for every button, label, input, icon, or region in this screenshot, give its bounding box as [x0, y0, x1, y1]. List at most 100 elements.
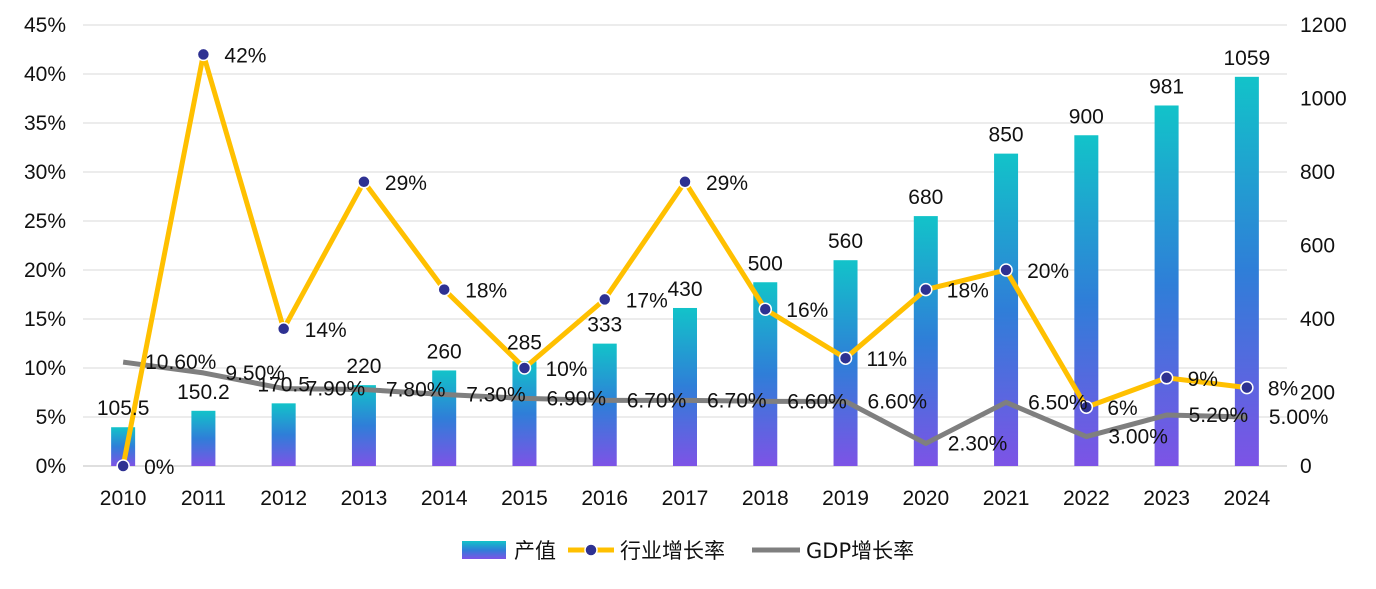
- industry-growth-point: [1240, 380, 1254, 395]
- bar-value-label: 850: [989, 124, 1024, 147]
- bar: [913, 216, 938, 466]
- bar-value-label: 150.2: [177, 381, 230, 404]
- bar: [271, 403, 296, 466]
- left-axis-tick-label: 0%: [36, 455, 66, 478]
- bar-value-label: 285: [507, 331, 542, 354]
- left-axis-tick-label: 30%: [24, 161, 66, 184]
- x-axis-tick-label: 2013: [341, 487, 388, 510]
- x-axis-tick-label: 2017: [662, 487, 709, 510]
- legend-label-industry: 行业增长率: [620, 539, 725, 563]
- industry-growth-label: 14%: [305, 319, 347, 342]
- industry-growth-point: [437, 282, 451, 297]
- bar-value-label: 900: [1069, 105, 1104, 128]
- x-axis-tick-label: 2023: [1143, 487, 1190, 510]
- right-axis-tick-label: 800: [1300, 161, 1335, 184]
- left-axis-tick-label: 5%: [36, 406, 66, 429]
- x-axis-tick-label: 2014: [421, 487, 468, 510]
- industry-growth-label: 29%: [385, 172, 427, 195]
- x-axis-tick-label: 2011: [181, 487, 226, 510]
- bar: [1234, 76, 1259, 466]
- x-axis-tick-label: 2012: [260, 487, 307, 510]
- bar: [1074, 135, 1099, 466]
- industry-growth-point: [1159, 371, 1174, 385]
- gdp-growth-label: 6.60%: [787, 390, 847, 413]
- gdp-growth-label: 2.30%: [948, 432, 1008, 455]
- bar-value-label: 500: [748, 252, 783, 275]
- industry-growth-label: 6%: [1107, 397, 1137, 420]
- left-axis-tick-label: 35%: [24, 112, 66, 135]
- right-axis-tick-label: 600: [1300, 235, 1335, 258]
- legend-swatch-output: [462, 541, 506, 559]
- industry-growth-point: [517, 361, 532, 375]
- industry-growth-point: [116, 459, 130, 473]
- bar-value-label: 170.5: [257, 373, 310, 396]
- bar-value-label: 680: [908, 186, 943, 209]
- left-axis-tick-label: 10%: [24, 357, 66, 380]
- bar-value-label: 560: [828, 230, 863, 253]
- legend-marker-industry: [584, 543, 598, 557]
- industry-growth-label: 18%: [947, 280, 989, 303]
- left-axis-tick-label: 15%: [24, 308, 66, 331]
- industry-growth-label: 0%: [144, 456, 174, 479]
- left-axis-tick-label: 25%: [24, 210, 66, 233]
- bar-value-label: 333: [587, 314, 622, 337]
- industry-growth-label: 20%: [1027, 260, 1069, 283]
- bar: [1154, 105, 1179, 467]
- gdp-growth-label: 5.20%: [1189, 404, 1249, 427]
- bar-series: [111, 76, 1259, 467]
- industry-growth-point: [678, 175, 692, 189]
- industry-growth-point: [999, 263, 1013, 277]
- x-axis-tick-label: 2020: [902, 487, 949, 510]
- gdp-growth-label: 6.50%: [1028, 391, 1088, 414]
- industry-growth-label: 16%: [786, 299, 828, 322]
- x-axis-tick-label: 2015: [501, 487, 548, 510]
- gdp-growth-label: 7.80%: [386, 379, 446, 402]
- bar-value-label: 1059: [1224, 47, 1271, 70]
- bar: [673, 307, 697, 466]
- bar: [994, 153, 1019, 466]
- gdp-growth-label: 10.60%: [145, 351, 216, 374]
- bar: [351, 385, 376, 466]
- industry-growth-label: 11%: [867, 348, 907, 371]
- right-axis-tick-label: 200: [1300, 382, 1335, 405]
- left-axis-tick-label: 45%: [24, 14, 66, 37]
- line-series: [116, 47, 1254, 473]
- bar-value-label: 220: [346, 355, 381, 378]
- bar: [592, 343, 617, 466]
- industry-growth-point: [597, 292, 612, 307]
- gdp-growth-label: 7.30%: [466, 383, 526, 406]
- industry-growth-label: 10%: [545, 358, 587, 381]
- legend-label-output: 产值: [514, 539, 556, 563]
- legend: 产值 行业增长率 GDP增长率: [462, 539, 914, 563]
- bar-value-label: 981: [1149, 75, 1184, 98]
- right-axis-tick-label: 1200: [1300, 14, 1347, 37]
- industry-growth-point: [196, 47, 211, 62]
- gdp-growth-label: 7.90%: [306, 378, 366, 401]
- right-axis-tick-label: 400: [1300, 308, 1335, 331]
- gdp-growth-label: 3.00%: [1108, 426, 1168, 449]
- right-axis-tick-label: 0: [1300, 455, 1312, 478]
- bar: [191, 410, 216, 466]
- x-axis-tick-label: 2019: [822, 487, 869, 510]
- gdp-growth-line: [122, 359, 1247, 446]
- bar: [432, 370, 457, 466]
- bar-value-label: 260: [427, 340, 462, 363]
- industry-growth-label: 18%: [465, 280, 507, 303]
- gdp-growth-label: 6.70%: [627, 389, 687, 412]
- bar-value-label: 430: [667, 278, 702, 301]
- gdp-growth-label: 6.60%: [868, 390, 928, 413]
- legend-label-gdp: GDP增长率: [806, 539, 914, 563]
- left-axis-tick-label: 20%: [24, 259, 66, 282]
- gdp-growth-label: 5.00%: [1269, 406, 1329, 429]
- industry-growth-point: [1079, 400, 1094, 414]
- industry-growth-label: 9%: [1188, 368, 1218, 391]
- industry-growth-label: 8%: [1268, 378, 1298, 401]
- industry-growth-point: [838, 351, 853, 365]
- industry-growth-point: [758, 302, 773, 316]
- gdp-growth-label: 6.70%: [707, 389, 767, 412]
- industry-growth-label: 42%: [224, 44, 266, 67]
- bar-value-label: 105.5: [97, 397, 150, 420]
- x-axis-tick-label: 2018: [742, 487, 789, 510]
- industry-growth-point: [919, 282, 933, 297]
